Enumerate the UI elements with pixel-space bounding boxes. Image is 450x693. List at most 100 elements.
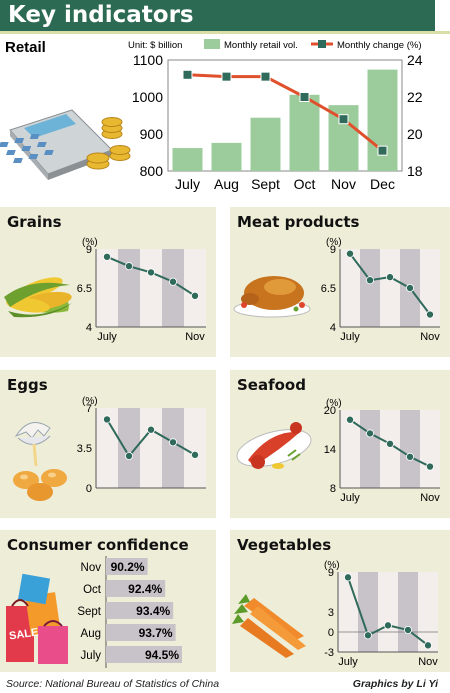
retail-change-point	[182, 69, 193, 80]
page-title: Key indicators	[8, 2, 194, 28]
retail-bar	[367, 69, 398, 171]
grains-unit-label: (%)	[82, 237, 98, 248]
eggs-stripe	[118, 408, 140, 488]
grains-stripe	[162, 249, 184, 327]
vegetables-ytick: -3	[324, 647, 334, 659]
retail-ytick-left: 900	[140, 126, 164, 142]
confidence-category: Aug	[81, 628, 101, 640]
confidence-bar	[106, 580, 166, 597]
lobster-icon	[236, 422, 312, 469]
grains-chart: 4 6.5 9(%) July Nov	[4, 237, 206, 343]
meat-point	[385, 273, 394, 282]
eggs-panel: Eggs 0 3.5 7 (%)	[0, 370, 216, 518]
confidence-bar	[106, 624, 176, 641]
seafood-chart: 8 14 20(%) July Nov	[236, 398, 440, 504]
eggs-point	[168, 438, 177, 447]
retail-xtick: Aug	[214, 176, 239, 192]
grains-point	[190, 291, 199, 300]
retail-ytick-right: 20	[407, 126, 423, 142]
retail-line	[182, 69, 388, 156]
meat-point	[425, 310, 434, 319]
grains-panel: Grains 4 6.5 9 (%) July Nov	[0, 207, 216, 357]
grains-ytick: 4	[86, 322, 92, 334]
vegetables-stripe	[338, 572, 358, 652]
confidence-category: Sept	[77, 606, 101, 618]
eggs-point	[125, 452, 134, 461]
retail-chart: Retail Unit: $ billion Monthly retail vo…	[0, 39, 423, 192]
meat-chart: 4 6.5 9(%) July Nov	[233, 237, 440, 343]
eggs-chart: 0 3.5 7(%)	[13, 396, 206, 501]
seafood-point	[405, 452, 414, 461]
vegetables-point	[363, 631, 372, 640]
meat-title: Meat products	[237, 213, 360, 231]
confidence-value-label: 93.4%	[136, 604, 170, 618]
vegetables-stripe	[398, 572, 418, 652]
grains-point	[103, 252, 112, 261]
seafood-title: Seafood	[237, 376, 306, 394]
confidence-panel: Consumer confidence SALE Nov 90.2% Oct 92.4…	[0, 530, 216, 672]
legend-bar-label: Monthly retail vol.	[224, 40, 298, 51]
retail-xtick: Sept	[251, 176, 280, 192]
vegetables-title: Vegetables	[237, 536, 332, 554]
retail-bars	[172, 69, 398, 171]
roast-chicken-icon	[233, 276, 311, 318]
legend-line-marker	[318, 40, 326, 48]
grains-stripe	[184, 249, 206, 327]
eggs-stripe	[162, 408, 184, 488]
retail-bar	[172, 148, 203, 171]
eggs-icon	[13, 422, 67, 501]
eggs-unit-label: (%)	[82, 396, 98, 407]
header-stripe	[0, 31, 450, 34]
meat-ytick: 9	[330, 244, 336, 256]
retail-ytick-right: 18	[407, 163, 423, 179]
eggs-ytick: 7	[86, 403, 92, 415]
meat-panel: Meat products 4 6.5 9 (%) July Nov	[230, 207, 450, 357]
meat-stripe	[360, 249, 380, 327]
seafood-xtick: Nov	[420, 492, 440, 504]
retail-chart-title: Retail	[5, 39, 46, 56]
meat-stripe	[380, 249, 400, 327]
retail-ytick-left: 800	[140, 163, 164, 179]
seafood-stripe	[420, 410, 440, 488]
retail-bar	[211, 142, 242, 171]
vegetables-unit-label: (%)	[324, 560, 340, 571]
eggs-point	[146, 425, 155, 434]
carrot-icon	[232, 594, 306, 658]
meat-xtick: July	[340, 331, 360, 343]
eggs-stripe	[140, 408, 162, 488]
seafood-xtick: July	[340, 492, 360, 504]
seafood-panel: Seafood 8 14 20 (%) July Nov	[230, 370, 450, 518]
meat-xtick: Nov	[420, 331, 440, 343]
confidence-value-label: 90.2%	[111, 560, 145, 574]
shopping-bags-icon: SALE	[6, 573, 68, 664]
legend-line-label: Monthly change (%)	[337, 40, 421, 51]
seafood-unit-label: (%)	[326, 398, 342, 409]
retail-xtick: Oct	[294, 176, 316, 192]
meat-point	[346, 249, 355, 258]
retail-change-point	[377, 145, 388, 156]
grains-point	[125, 262, 134, 271]
source-note: Source: National Bureau of Statistics of…	[6, 678, 220, 690]
meat-stripe	[340, 249, 360, 327]
confidence-value-label: 93.7%	[139, 626, 173, 640]
eggs-point	[103, 415, 112, 424]
grains-stripe	[96, 249, 118, 327]
retail-change-point	[299, 92, 310, 102]
vegetables-xtick: Nov	[418, 656, 438, 668]
confidence-value-label: 92.4%	[128, 582, 162, 596]
eggs-point	[190, 450, 199, 459]
grains-point	[168, 277, 177, 286]
seafood-stripe	[340, 410, 360, 488]
meat-ytick: 4	[330, 322, 336, 334]
vegetables-xtick: July	[338, 656, 358, 668]
retail-plot-area	[167, 59, 403, 172]
vegetables-ytick: 9	[328, 567, 334, 579]
grains-ytick: 6.5	[77, 283, 92, 295]
retail-change-point	[221, 71, 232, 82]
seafood-stripe	[360, 410, 380, 488]
seafood-point	[346, 415, 355, 424]
confidence-category: Nov	[81, 562, 102, 574]
seafood-stripe	[380, 410, 400, 488]
calculator-icon	[0, 109, 131, 180]
retail-change-point	[338, 114, 349, 125]
